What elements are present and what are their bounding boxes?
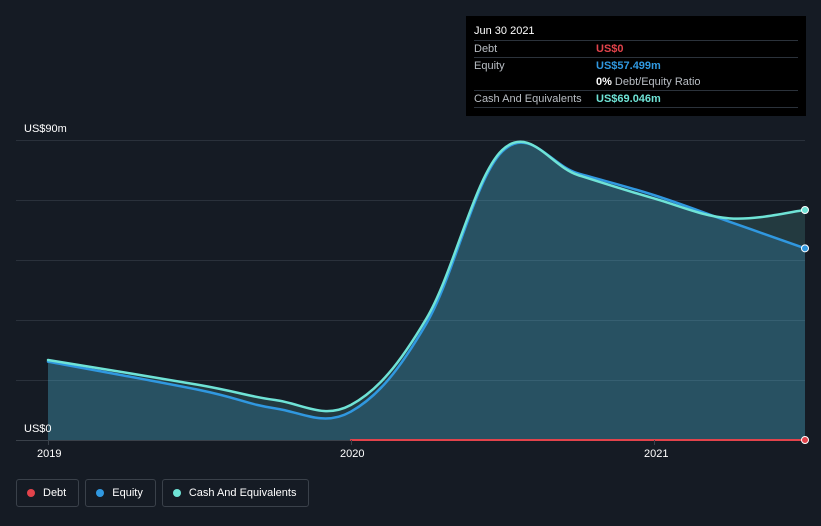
- endpoint-cash: [801, 206, 809, 214]
- tooltip-ratio-label: Debt/Equity Ratio: [614, 76, 701, 88]
- endpoint-equity: [801, 244, 809, 253]
- y-tick-label-min: US$0: [24, 423, 52, 435]
- series-endpoints: [801, 206, 809, 444]
- series-areas: [48, 141, 805, 441]
- tooltip-ratio-value: 0%: [596, 76, 612, 88]
- area-equity: [48, 142, 805, 441]
- x-axis-ticks: [48, 440, 655, 445]
- legend-label-debt: Debt: [43, 487, 67, 499]
- tooltip-row-ratio: 0% Debt/Equity Ratio: [474, 74, 798, 90]
- legend-dot-cash: [172, 489, 181, 497]
- legend-item-debt[interactable]: Debt: [16, 479, 80, 507]
- tooltip-row-cash: Cash And Equivalents US$69.046m: [474, 90, 798, 108]
- tooltip-debt-value: US$0: [596, 43, 624, 55]
- x-tick-label-2021: 2021: [644, 448, 669, 460]
- tooltip-debt-label: Debt: [474, 43, 498, 55]
- tooltip-equity-label: Equity: [474, 60, 505, 72]
- line-cash: [46, 140, 807, 413]
- y-tick-label-max: US$90m: [24, 123, 67, 135]
- line-equity: [46, 141, 807, 420]
- legend: Debt Equity Cash And Equivalents: [16, 479, 310, 507]
- x-tick-label-2019: 2019: [37, 448, 62, 460]
- tooltip-date: Jun 30 2021: [474, 25, 535, 37]
- legend-item-equity[interactable]: Equity: [85, 479, 156, 507]
- legend-dot-debt: [27, 489, 35, 497]
- legend-item-cash[interactable]: Cash And Equivalents: [161, 479, 310, 507]
- series-lines: [46, 140, 807, 441]
- tooltip-cash-value: US$69.046m: [596, 93, 661, 105]
- tooltip-equity-value: US$57.499m: [596, 60, 661, 72]
- tooltip-row-debt: Debt US$0: [474, 40, 798, 57]
- endpoint-debt: [801, 436, 809, 444]
- legend-dot-equity: [96, 489, 105, 497]
- tooltip-row-equity: Equity US$57.499m: [474, 57, 798, 74]
- legend-label-cash: Cash And Equivalents: [188, 487, 297, 499]
- area-cash: [48, 141, 805, 440]
- tooltip-cash-label: Cash And Equivalents: [474, 93, 582, 105]
- legend-label-equity: Equity: [112, 487, 143, 499]
- x-tick-label-2020: 2020: [340, 448, 365, 460]
- tooltip-panel: Jun 30 2021 Debt US$0 Equity US$57.499m …: [466, 16, 806, 116]
